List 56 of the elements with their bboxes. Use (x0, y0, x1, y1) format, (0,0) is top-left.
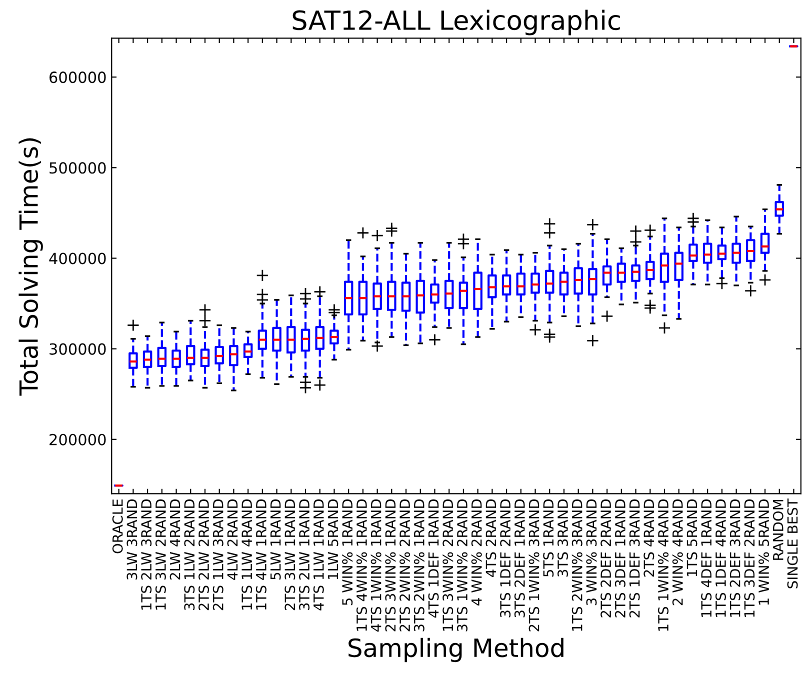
x-tick-label: 1TS 1WIN% 4RAND (658, 499, 669, 631)
y-tick-label: 400000 (49, 252, 106, 264)
x-tick-label: 1TS 3WIN% 2RAND (442, 499, 454, 631)
x-tick-label: 3LW 3RAND (126, 499, 138, 580)
x-tick-label: 4 WIN% 2RAND (471, 499, 482, 606)
x-tick-label: 1TS 4WIN% 1RAND (356, 499, 367, 631)
x-tick-label: 1TS 2WIN% 3RAND (572, 499, 582, 631)
x-tick-label: 2TS 2LW 2RAND (198, 499, 210, 610)
x-tick-label: 1TS 3LW 2RAND (155, 499, 166, 610)
x-tick-label: 2TS 1DEF 3RAND (629, 499, 640, 618)
chart-title: SAT12-ALL Lexicographic (292, 10, 620, 36)
x-tick-label: 1TS 5RAND (686, 499, 698, 576)
x-tick-label: ORACLE (112, 499, 123, 554)
x-tick-label: 1TS 4LW 1RAND (256, 499, 266, 610)
x-tick-label: 1TS 4DEF 1RAND (701, 499, 712, 617)
x-tick-label: 3 WIN% 3RAND (586, 499, 597, 606)
x-tick-label: 2TS 4RAND (644, 499, 654, 577)
x-axis-title: Sampling Method (348, 638, 564, 662)
x-tick-label: 3TS 2WIN% 1RAND (414, 499, 424, 632)
x-tick-label: 4LW 2RAND (227, 499, 238, 580)
y-tick-label: 500000 (50, 162, 106, 174)
x-tick-label: 2TS 2WIN% 2RAND (400, 499, 410, 632)
x-tick-label: 2TS 1LW 3RAND (212, 499, 224, 610)
x-tick-label: 4TS 1WIN% 1RAND (370, 499, 382, 632)
y-tick-label: 300000 (50, 343, 106, 355)
x-tick-label: 1LW 5RAND (328, 499, 338, 580)
x-tick-label: 2TS 3DEF 1RAND (614, 499, 626, 618)
x-tick-label: 3TS 1DEF 2RAND (500, 499, 511, 618)
y-tick-label: 600000 (50, 72, 106, 84)
x-tick-label: 4TS 1LW 1RAND (313, 499, 324, 610)
x-tick-label: 5LW 1RAND (270, 499, 281, 580)
x-tick-label: 2TS 3LW 1RAND (284, 499, 296, 610)
x-tick-label: 4TS 2RAND (486, 499, 496, 577)
y-axis-title: Total Solving Time(s) (18, 138, 43, 396)
x-tick-label: 1TS 1LW 4RAND (242, 499, 252, 610)
x-tick-label: 3TS 2DEF 1RAND (514, 499, 525, 618)
x-tick-label: 2TS 1WIN% 3RAND (528, 499, 540, 632)
x-tick-label: 1TS 1DEF 4RAND (715, 499, 726, 617)
x-tick-label: 5 WIN% 1RAND (342, 499, 353, 606)
x-tick-label: SINGLE BEST (787, 498, 798, 588)
x-tick-label: 1TS 2LW 3RAND (141, 499, 152, 610)
x-tick-label: 2TS 2DEF 2RAND (600, 499, 612, 618)
y-tick-label: 200000 (50, 434, 106, 446)
x-tick-label: 2TS 3WIN% 1RAND (385, 499, 396, 632)
x-tick-label: 5TS 1RAND (543, 499, 554, 577)
x-tick-label: 1TS 2DEF 3RAND (730, 499, 740, 617)
x-tick-label: 3TS 2LW 1RAND (299, 499, 310, 610)
x-tick-label: 2 WIN% 4RAND (672, 499, 683, 606)
x-tick-label: 2LW 4RAND (170, 499, 180, 580)
x-tick-label: RANDOM (772, 500, 784, 560)
x-tick-label: 3TS 1WIN% 2RAND (456, 499, 468, 632)
x-tick-label: 1TS 3DEF 2RAND (744, 499, 755, 617)
x-tick-label: 3TS 1LW 2RAND (184, 499, 195, 610)
x-tick-label: 4TS 1DEF 1RAND (428, 499, 439, 618)
x-tick-label: 1 WIN% 5RAND (758, 499, 770, 605)
x-tick-label: 3TS 3RAND (558, 499, 568, 577)
